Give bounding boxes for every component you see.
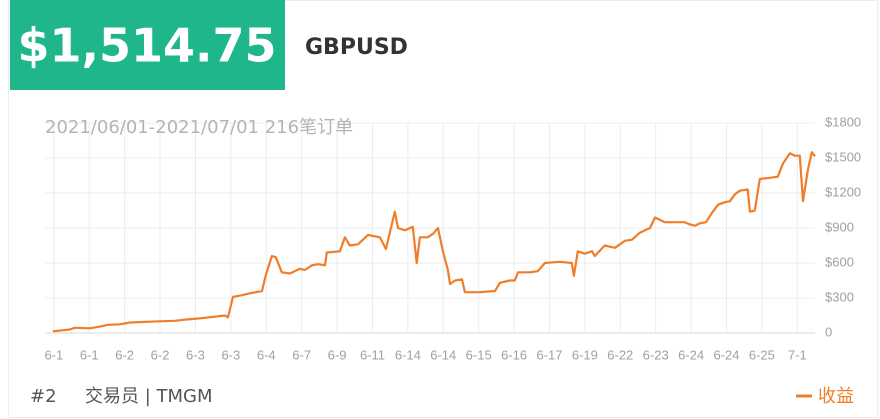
x-tick-label: 6-1 [80,347,99,362]
x-tick-label: 6-19 [572,347,598,362]
y-tick-label: $600 [825,254,854,269]
y-tick-label: $1800 [825,114,861,129]
rank: #2 [30,386,57,407]
x-tick-label: 6-24 [678,347,704,362]
y-tick-label: 0 [825,324,832,339]
x-tick-label: 6-16 [501,347,527,362]
trader: 交易员 | TMGM [85,386,213,407]
x-tick-label: 6-2 [115,347,134,362]
x-tick-label: 6-24 [713,347,739,362]
line [52,151,816,333]
x-tick-label: 6-4 [257,347,276,362]
x-tick-label: 6-17 [536,347,562,362]
subtitle: 2021/06/01-2021/07/01 216笔订单 [45,117,353,138]
x-tick-label: 6-22 [607,347,633,362]
x-tick-label: 6-14 [430,347,456,362]
x-tick-label: 6-23 [643,347,669,362]
x-tick-label: 6-9 [328,347,347,362]
x-tick-label: 6-2 [151,347,170,362]
x-tick-label: 6-7 [292,347,311,362]
y-tick-label: $1500 [825,149,861,164]
x-tick-label: 6-3 [186,347,205,362]
x-tick-label: 6-25 [749,347,775,362]
x-tick-label: 6-14 [395,347,421,362]
x-tick-label: 7-1 [788,347,807,362]
x-tick-label: 6-3 [221,347,240,362]
x-tick-label: 6-1 [44,347,63,362]
x-tick-label: 6-11 [360,347,385,362]
x-tick-label: 6-15 [466,347,492,362]
y-tick-label: $1200 [825,184,861,199]
amount: $1,514.75 [18,19,277,73]
y-tick-label: $300 [825,289,854,304]
symbol: GBPUSD [305,35,408,60]
legend-label: 收益 [818,386,854,407]
plot: 0 $300 $600 $900 $1200 $1500 $1800 6-1 6-1 6-2 6-2… [44,114,861,407]
amount-box [10,0,285,90]
y-tick-label: $900 [825,219,854,234]
